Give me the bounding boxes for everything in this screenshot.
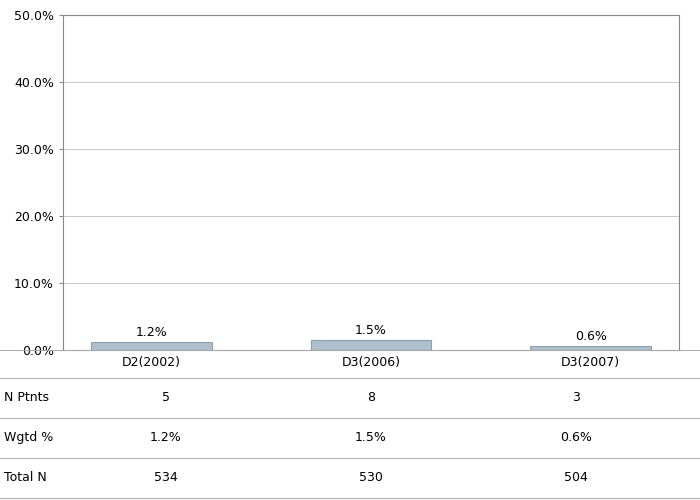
Text: 0.6%: 0.6% [561, 431, 592, 444]
Bar [91, 342, 212, 350]
Text: 1.2%: 1.2% [136, 326, 167, 338]
Text: 530: 530 [359, 471, 383, 484]
Text: 504: 504 [564, 471, 588, 484]
Text: 1.5%: 1.5% [355, 431, 387, 444]
Text: 534: 534 [154, 471, 178, 484]
Text: 0.6%: 0.6% [575, 330, 606, 342]
Text: 1.2%: 1.2% [150, 431, 181, 444]
Text: Total N: Total N [4, 471, 46, 484]
Text: N Ptnts: N Ptnts [4, 391, 48, 404]
Text: 3: 3 [573, 391, 580, 404]
Bar [530, 346, 651, 350]
Bar [311, 340, 431, 350]
Text: 1.5%: 1.5% [355, 324, 387, 336]
Text: 8: 8 [367, 391, 375, 404]
Text: Wgtd %: Wgtd % [4, 431, 52, 444]
Text: 5: 5 [162, 391, 169, 404]
